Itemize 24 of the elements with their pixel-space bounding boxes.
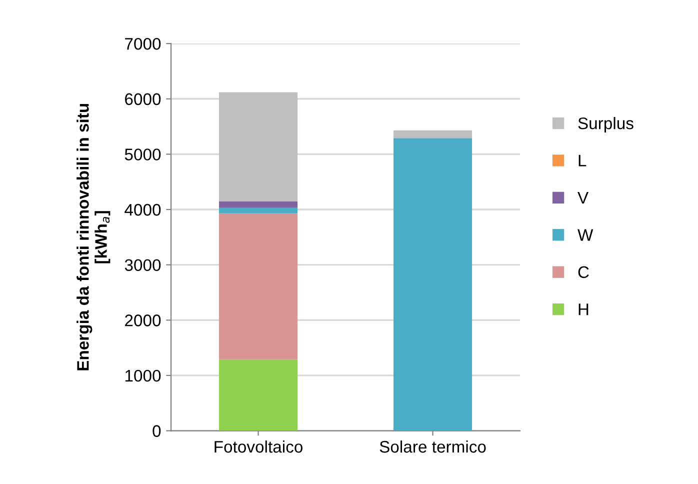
x-tick-label: Fotovoltaico bbox=[214, 440, 302, 453]
y-axis-title: Energia da fonti rinnovabili in situ [kWh$_{a}$] bbox=[76, 104, 110, 370]
legend-label: V bbox=[578, 192, 589, 204]
x-tick-label: Solare termico bbox=[380, 440, 486, 453]
y-tick-label: 3000 bbox=[124, 259, 161, 272]
y-tick-label: 5000 bbox=[124, 148, 161, 160]
bar bbox=[394, 138, 472, 431]
legend-label: L bbox=[578, 154, 586, 166]
y-tick-label: 1000 bbox=[125, 370, 161, 382]
bar bbox=[219, 208, 298, 214]
y-tick-label: 0 bbox=[152, 425, 161, 437]
y-tick-label: 7000 bbox=[125, 38, 161, 50]
bar bbox=[219, 92, 298, 202]
bar bbox=[394, 130, 472, 138]
legend-label: Surplus bbox=[578, 117, 634, 133]
legend-label: C bbox=[578, 266, 589, 278]
y-tick-label: 2000 bbox=[125, 314, 161, 326]
bar bbox=[219, 359, 298, 431]
bar bbox=[219, 213, 298, 360]
legend-label: H bbox=[578, 304, 588, 316]
bar bbox=[219, 201, 298, 208]
legend-label: W bbox=[578, 229, 594, 241]
y-tick-label: 4000 bbox=[124, 204, 161, 216]
y-tick-label: 6000 bbox=[125, 93, 161, 106]
